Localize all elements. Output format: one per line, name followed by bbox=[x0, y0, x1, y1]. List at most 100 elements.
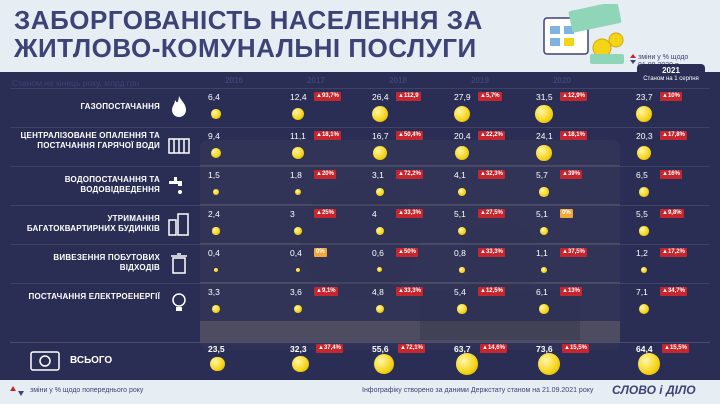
row-2016-value: 6,4 bbox=[208, 92, 220, 102]
row-2021-coin bbox=[639, 226, 649, 236]
total-2021-value: 64,4 bbox=[636, 344, 653, 354]
row-2016-coin bbox=[213, 267, 219, 273]
row-2018-change-badge: ▲112,9 bbox=[396, 92, 421, 101]
row-2021-value: 20,3 bbox=[636, 131, 653, 141]
row-2020-change-badge: 0% bbox=[560, 209, 573, 218]
total-2021-change-badge: ▲15,5% bbox=[662, 344, 689, 353]
row-2021-coin bbox=[636, 145, 652, 161]
row-2017-change-badge: ▲25% bbox=[314, 209, 336, 218]
row-2017-value: 3,6 bbox=[290, 287, 302, 297]
row-2017-change-badge: ▲20% bbox=[314, 170, 336, 179]
total-label: ВСЬОГО bbox=[70, 355, 113, 366]
table-row bbox=[10, 283, 710, 321]
row-2019-change-badge: ▲27,5% bbox=[478, 209, 505, 218]
row-2019-value: 20,4 bbox=[454, 131, 471, 141]
row-2018-change-badge: ▲72,2% bbox=[396, 170, 423, 179]
row-2020-change-badge: ▲13% bbox=[560, 287, 582, 296]
total-2017-change-badge: ▲37,4% bbox=[316, 344, 343, 353]
table-row bbox=[10, 88, 710, 126]
row-2018-value: 0,6 bbox=[372, 248, 384, 258]
row-2020-coin bbox=[539, 226, 549, 236]
row-2021-value: 6,5 bbox=[636, 170, 648, 180]
row-2020-change-badge: ▲12,9% bbox=[560, 92, 587, 101]
row-2019-change-badge: ▲5,7% bbox=[478, 92, 502, 101]
footer-legend: зміни у % щодо попереднього року bbox=[30, 387, 144, 394]
row-2016-value: 3,3 bbox=[208, 287, 220, 297]
total-2016-coin bbox=[210, 356, 225, 372]
row-2021-value: 7,1 bbox=[636, 287, 648, 297]
row-2019-value: 5,4 bbox=[454, 287, 466, 297]
row-2018-value: 4 bbox=[372, 209, 377, 219]
row-label: ВОДОПОСТАЧАННЯ ТА ВОДОВІДВЕДЕННЯ bbox=[64, 175, 160, 194]
row-2017-change-badge: 0% bbox=[314, 248, 327, 257]
row-2021-change-badge: ▲17,8% bbox=[660, 131, 687, 140]
radiator-icon bbox=[168, 138, 190, 154]
total-2019-value: 63,7 bbox=[454, 344, 471, 354]
row-2017-coin bbox=[291, 107, 305, 121]
year-header-2017: 2017 bbox=[307, 76, 325, 85]
row-2017-change-badge: ▲18,1% bbox=[314, 131, 341, 140]
row-2021-change-badge: ▲9,8% bbox=[660, 209, 684, 218]
year-2021-subtitle: Станом на 1 серпня bbox=[643, 76, 699, 82]
row-2020-value: 6,1 bbox=[536, 287, 548, 297]
chart-subtitle: Станом на кінець року, млрд грн bbox=[12, 78, 140, 88]
trash-bin-icon bbox=[171, 253, 187, 274]
row-2020-change-badge: ▲18,1% bbox=[560, 131, 587, 140]
total-2021-coin bbox=[638, 353, 660, 375]
row-2016-coin bbox=[212, 188, 220, 196]
row-2020-value: 5,7 bbox=[536, 170, 548, 180]
row-label: ВИВЕЗЕННЯ ПОБУТОВИХ ВІДХОДІВ bbox=[53, 253, 160, 272]
row-2018-change-badge: ▲33,3% bbox=[396, 287, 423, 296]
row-2017-coin bbox=[294, 188, 302, 196]
row-2017-value: 11,1 bbox=[290, 131, 306, 141]
row-2020-value: 1,1 bbox=[536, 248, 548, 258]
total-2019-change-badge: ▲14,6% bbox=[480, 344, 507, 353]
row-2017-coin bbox=[295, 267, 301, 273]
money-illustration-icon bbox=[543, 4, 624, 64]
row-2021-change-badge: ▲10% bbox=[660, 92, 682, 101]
row-2018-change-badge: ▲33,3% bbox=[396, 209, 423, 218]
row-label: ГАЗОПОСТАЧАННЯ bbox=[80, 102, 160, 111]
row-2021-value: 5,5 bbox=[636, 209, 648, 219]
row-2021-coin bbox=[639, 304, 649, 314]
row-2018-coin bbox=[373, 146, 387, 160]
year-header-2020: 2020 bbox=[553, 76, 571, 85]
year-header-2019: 2019 bbox=[471, 76, 489, 85]
total-2018-change-badge: ▲72,1% bbox=[398, 344, 425, 353]
row-2020-coin bbox=[541, 267, 547, 273]
row-2019-coin bbox=[457, 226, 467, 236]
row-2017-coin bbox=[294, 305, 302, 313]
row-2016-value: 9,4 bbox=[208, 131, 220, 141]
brand-logo: СЛОВО і ДІЛО bbox=[612, 383, 696, 397]
row-label: ПОСТАЧАННЯ ЕЛЕКТРОЕНЕРГІЇ bbox=[28, 292, 160, 301]
row-2021-change-badge: ▲17,2% bbox=[660, 248, 687, 257]
row-2016-coin bbox=[210, 147, 222, 159]
footer-source: Інфографіку створено за даними Держстату… bbox=[362, 387, 594, 394]
row-2016-coin bbox=[212, 305, 220, 313]
row-2021-coin bbox=[639, 187, 649, 197]
row-2020-coin bbox=[539, 187, 549, 197]
row-2019-coin bbox=[459, 267, 465, 273]
row-2020-value: 31,5 bbox=[536, 92, 553, 102]
total-2017-coin bbox=[292, 355, 309, 373]
year-header-2016: 2016 bbox=[225, 76, 243, 85]
total-2019-coin bbox=[456, 353, 478, 375]
row-2021-coin bbox=[641, 267, 647, 273]
row-2019-change-badge: ▲32,3% bbox=[478, 170, 505, 179]
row-2019-value: 27,9 bbox=[454, 92, 471, 102]
row-2017-coin bbox=[292, 147, 304, 159]
row-2019-change-badge: ▲22,2% bbox=[478, 131, 505, 140]
row-2020-change-badge: ▲37,5% bbox=[560, 248, 587, 257]
row-2017-value: 1,8 bbox=[290, 170, 302, 180]
table-row bbox=[10, 205, 710, 243]
change-arrows-icon bbox=[630, 54, 636, 64]
row-2016-value: 1,5 bbox=[208, 170, 220, 180]
row-2017-change-badge: ▲93,7% bbox=[314, 92, 341, 101]
row-2018-value: 16,7 bbox=[372, 131, 389, 141]
row-label: УТРИМАННЯ БАГАТОКВАРТИРНИХ БУДИНКІВ bbox=[26, 214, 160, 233]
row-2016-coin bbox=[212, 227, 220, 235]
row-label: ЦЕНТРАЛІЗОВАНЕ ОПАЛЕННЯ ТА ПОСТАЧАННЯ ГА… bbox=[20, 131, 160, 150]
row-2019-change-badge: ▲12,5% bbox=[478, 287, 505, 296]
row-2019-coin bbox=[457, 187, 467, 197]
row-2017-value: 3 bbox=[290, 209, 295, 219]
